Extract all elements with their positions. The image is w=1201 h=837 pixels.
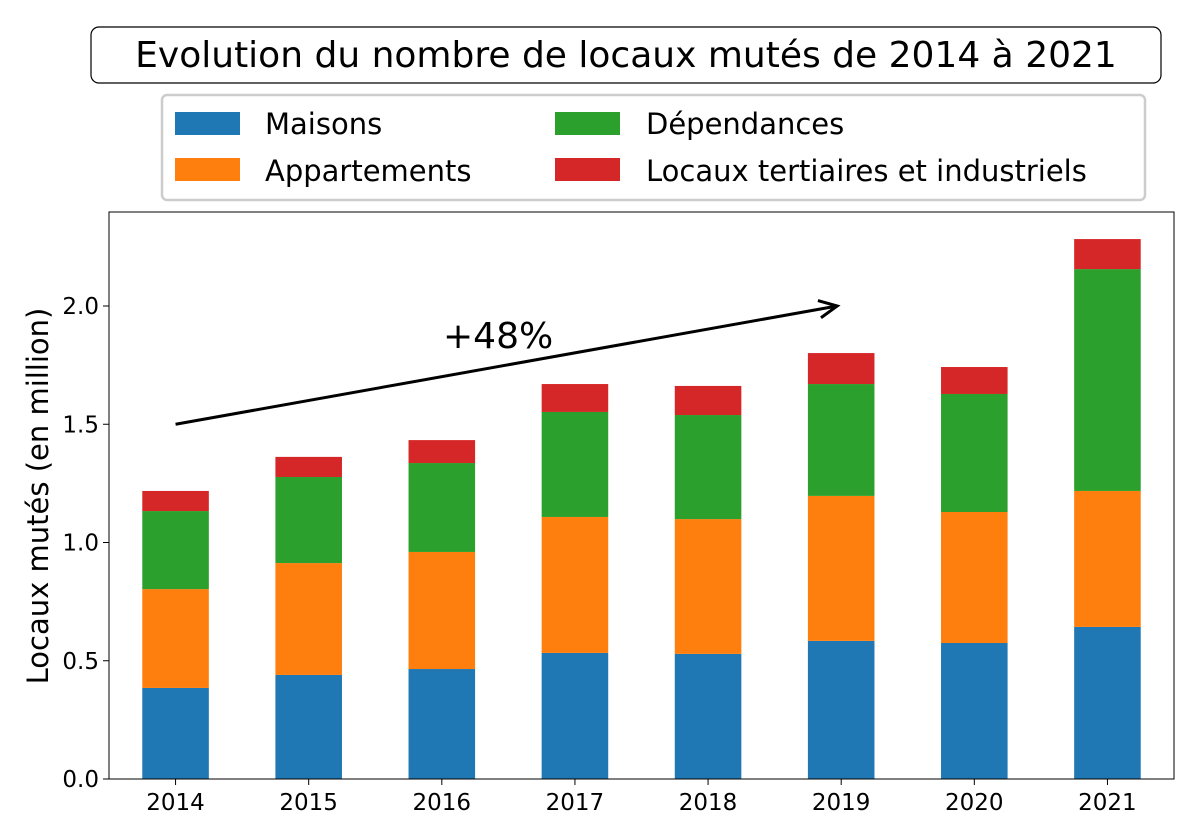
bar-2018-series-1 <box>674 519 742 654</box>
bar-2020-series-2 <box>941 393 1008 512</box>
x-tick-label: 2019 <box>812 790 871 816</box>
bar-2016-series-1 <box>408 551 476 670</box>
bar-2016-series-2 <box>408 463 476 552</box>
y-tick-label: 0.5 <box>62 649 99 675</box>
bar-2019-series-1 <box>807 495 875 641</box>
title-box: Evolution du nombre de locaux mutés de 2… <box>90 26 1162 84</box>
bar-2021-series-2 <box>1074 269 1141 491</box>
bars <box>142 239 1141 779</box>
x-tick-label: 2020 <box>945 790 1004 816</box>
arrow-head-icon <box>817 299 841 319</box>
legend-label-locaux-tertiaires: Locaux tertiaires et industriels <box>646 154 1087 188</box>
bar-2020-series-3 <box>941 367 1008 394</box>
legend-label-appartements: Appartements <box>265 154 472 188</box>
bar-2018-series-3 <box>674 385 742 416</box>
y-axis-label: Locaux mutés (en million) <box>21 308 55 685</box>
bar-2017-series-1 <box>541 516 609 653</box>
bar-2020-series-1 <box>941 511 1008 644</box>
x-tick-label: 2018 <box>679 790 738 816</box>
plot-frame <box>108 211 1175 780</box>
trend-arrow <box>175 304 838 426</box>
legend-label-dependances: Dépendances <box>646 107 844 141</box>
bar-2017-series-0 <box>541 652 609 779</box>
y-tick-label: 2.0 <box>62 294 99 320</box>
bar-2019-series-3 <box>807 353 875 385</box>
x-tick-label: 2014 <box>146 790 205 816</box>
bar-2015-series-3 <box>275 456 342 477</box>
x-tick-label: 2016 <box>413 790 472 816</box>
bar-2014-series-1 <box>142 589 209 688</box>
legend-swatch-maisons <box>175 112 240 135</box>
bar-2018-series-2 <box>674 415 742 520</box>
bar-2014-series-3 <box>142 490 209 512</box>
y-tick-label: 0.0 <box>62 767 99 793</box>
bar-2014-series-0 <box>142 687 209 779</box>
legend-swatch-dependances <box>555 112 620 135</box>
bar-2021-series-3 <box>1074 239 1141 270</box>
y-tick-label: 1.5 <box>62 412 99 438</box>
bar-2016-series-3 <box>408 440 476 464</box>
legend-label-maisons: Maisons <box>265 107 382 141</box>
axes: 2014 2015 2016 2017 2018 2019 2020 2021 0.0 0.5 1.… <box>62 211 1175 816</box>
legend: Maisons Appartements Dépendances Locaux … <box>160 93 1147 202</box>
legend-swatch-appartements <box>175 158 240 181</box>
bar-2017-series-3 <box>541 384 609 412</box>
bar-2020-series-0 <box>941 643 1008 779</box>
x-tick-label: 2021 <box>1078 790 1137 816</box>
bar-2021-series-1 <box>1074 490 1141 627</box>
annotation: +48% <box>175 299 841 426</box>
bar-2021-series-0 <box>1074 626 1141 779</box>
bar-2014-series-2 <box>142 511 209 590</box>
bar-2016-series-0 <box>408 669 476 779</box>
bar-2017-series-2 <box>541 411 609 517</box>
bar-2015-series-2 <box>275 476 342 564</box>
bar-2015-series-0 <box>275 674 342 779</box>
bar-2018-series-0 <box>674 653 742 779</box>
annotation-label: +48% <box>443 316 553 357</box>
x-tick-label: 2015 <box>279 790 338 816</box>
y-tick-label: 1.0 <box>62 531 99 557</box>
x-tick-label: 2017 <box>546 790 605 816</box>
legend-swatch-locaux-tertiaires <box>555 158 620 181</box>
bar-2019-series-2 <box>807 384 875 496</box>
bar-2015-series-1 <box>275 563 342 675</box>
bar-2019-series-0 <box>807 640 875 779</box>
chart-title: Evolution du nombre de locaux mutés de 2… <box>135 35 1117 76</box>
